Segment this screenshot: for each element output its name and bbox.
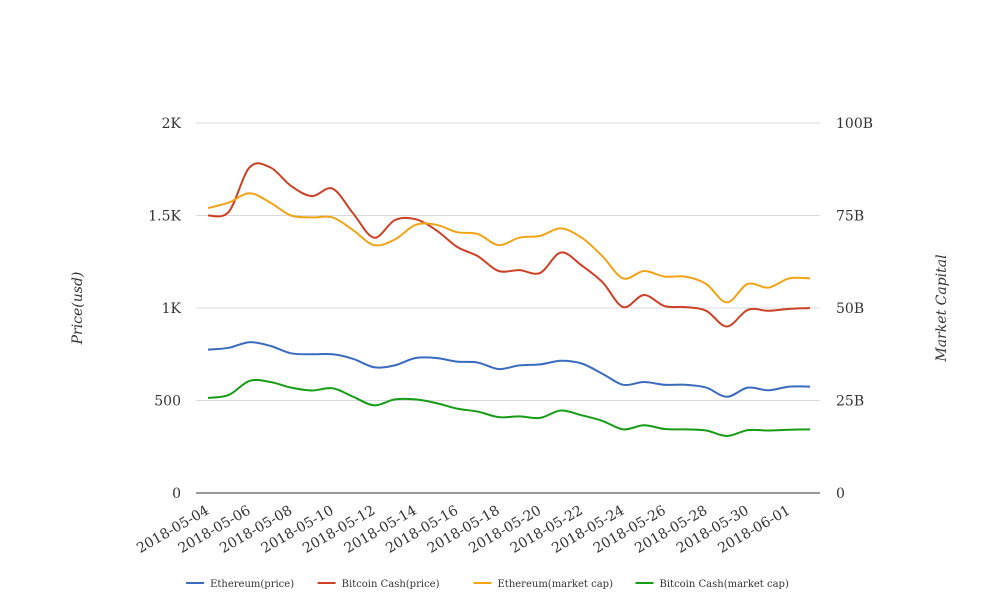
y-tick-label: 2K [162,116,182,132]
y-tick-label: 1K [162,301,182,317]
legend-item: Ethereum(market cap) [473,579,614,590]
y2-tick-label: 0 [836,486,845,502]
series-line-4 [207,378,811,438]
series-line-2 [207,162,811,328]
gridlines [196,122,820,401]
y-tick-label: 1.5K [148,209,181,225]
legend-label: Bitcoin Cash(price) [342,579,440,590]
y-tick-label: 0 [172,486,181,502]
y2-tick-label: 100B [836,116,873,132]
series-line-3 [207,192,811,304]
x-axis-ticks: 2018-05-042018-05-062018-05-082018-05-10… [134,503,793,557]
y-axis-right-ticks: 0 25B 50B 75B 100B [836,116,873,502]
legend-label: Ethereum(price) [210,579,294,590]
legend: Ethereum(price) Bitcoin Cash(price) Ethere… [186,579,789,590]
y2-tick-label: 75B [836,209,864,225]
legend-item: Ethereum(price) [186,579,294,590]
y2-tick-label: 50B [836,301,864,317]
y-axis-left-ticks: 0 500 1K 1.5K 2K [148,116,181,502]
y-axis-title: Price(usd) [70,272,86,346]
series-lines [207,162,811,438]
legend-label: Ethereum(market cap) [498,579,614,590]
y2-tick-label: 25B [836,394,864,410]
legend-label: Bitcoin Cash(market cap) [660,579,789,590]
series-line-1 [207,341,811,398]
y2-axis-title: Market Capital [934,254,950,362]
legend-item: Bitcoin Cash(market cap) [635,579,789,590]
legend-item: Bitcoin Cash(price) [317,579,440,590]
y-tick-label: 500 [154,394,181,410]
